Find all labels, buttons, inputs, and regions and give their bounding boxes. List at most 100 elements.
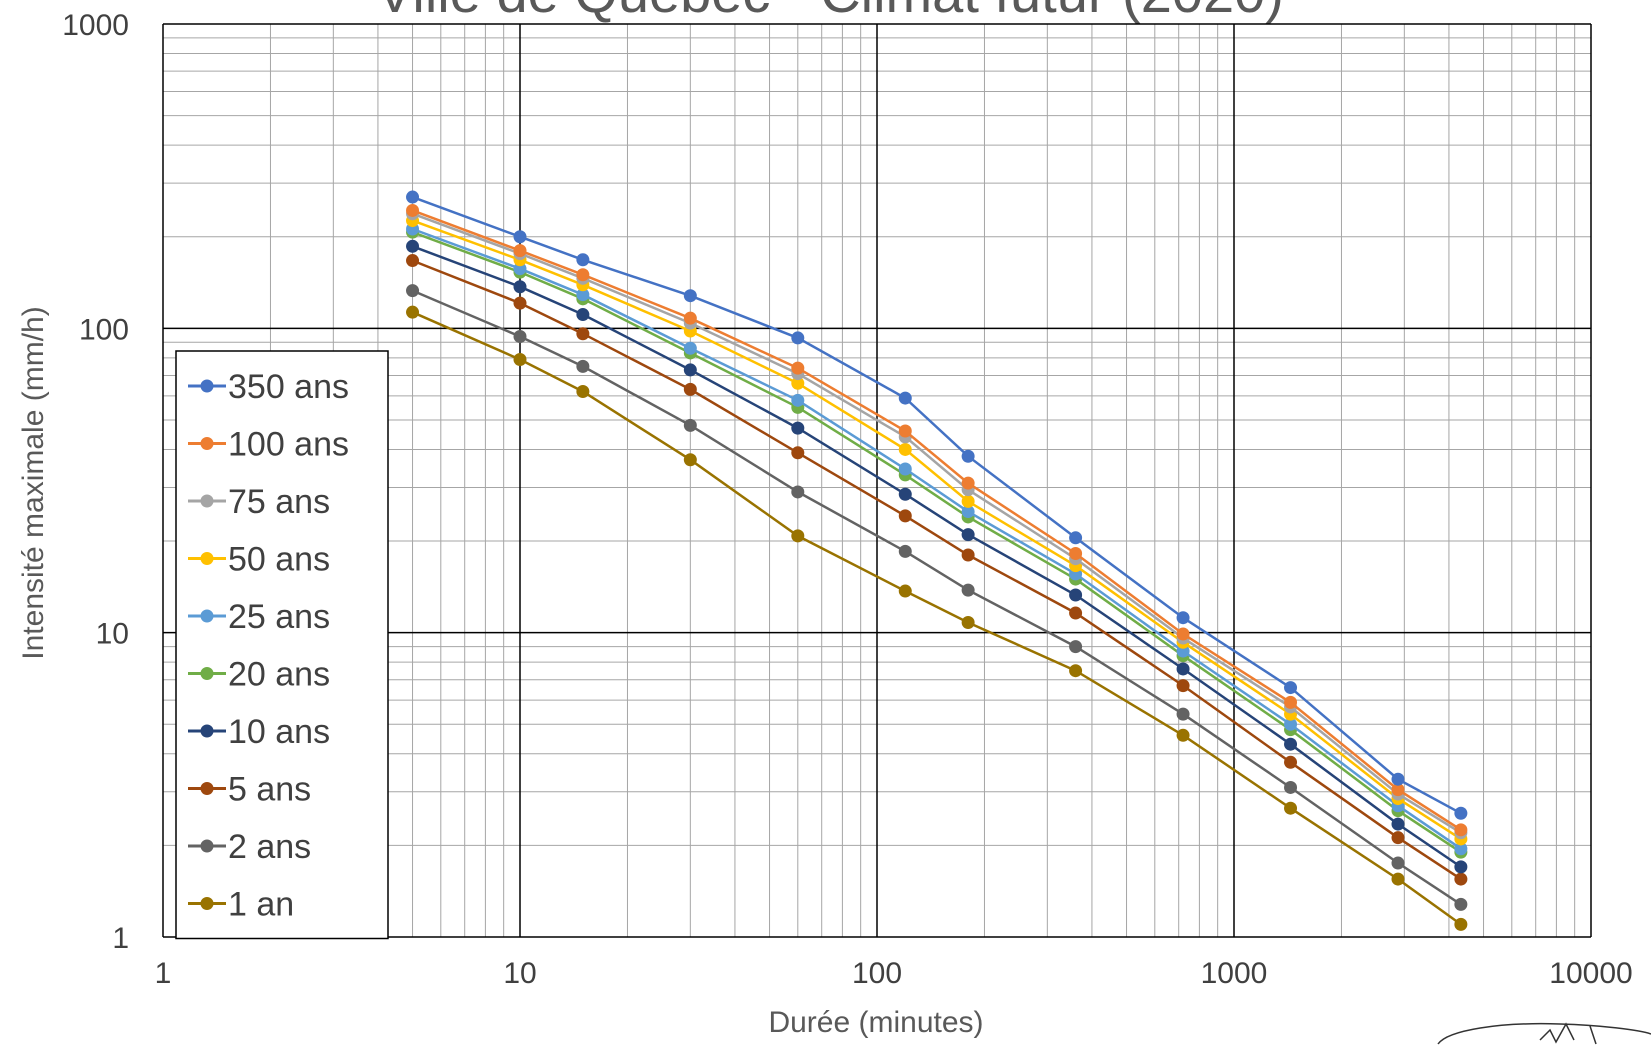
legend-swatch-marker — [200, 897, 214, 910]
legend-label: 20 ans — [228, 656, 330, 694]
data-point — [1391, 856, 1405, 870]
data-point — [513, 230, 527, 244]
chart-title: Ville de Québec - Climat futur (2020) — [376, 0, 1284, 24]
data-point — [791, 421, 805, 435]
data-point — [406, 203, 420, 217]
data-point — [898, 391, 912, 405]
legend-label: 75 ans — [228, 483, 330, 521]
series-25-ans — [406, 222, 1468, 856]
data-point — [406, 190, 420, 204]
data-point — [1176, 728, 1190, 742]
legend-item: 1 an — [188, 886, 294, 924]
series-line — [411, 311, 1462, 926]
legend-label: 100 ans — [228, 426, 349, 464]
legend-item: 20 ans — [188, 656, 330, 694]
data-point — [1391, 817, 1405, 831]
x-tick-labels: 1 10 100 1000 10000 — [155, 957, 1633, 990]
x-tick-label: 100 — [852, 957, 902, 990]
legend-swatch-marker — [200, 552, 214, 565]
data-point — [1454, 806, 1468, 820]
data-point — [1391, 772, 1405, 786]
data-point — [791, 529, 805, 543]
data-point — [961, 615, 975, 629]
data-point — [1069, 606, 1083, 620]
data-point — [1284, 780, 1298, 794]
series-line — [412, 259, 1462, 881]
y-tick-label: 1000 — [62, 9, 129, 42]
series-50-ans — [406, 214, 1468, 846]
legend-item: 50 ans — [188, 541, 330, 579]
legend-item: 10 ans — [188, 713, 330, 751]
data-point — [1391, 872, 1405, 886]
legend: 350 ans 100 ans 75 ans 50 ans 25 ans 20 ans 10… — [175, 350, 389, 940]
x-axis-title: Durée (minutes) — [768, 1006, 983, 1039]
data-point — [576, 327, 590, 341]
series-line — [412, 212, 1462, 834]
series-10-ans — [406, 239, 1468, 874]
legend-swatch-marker — [200, 782, 214, 795]
data-point — [791, 331, 805, 345]
data-point — [576, 253, 590, 267]
series-20-ans — [406, 225, 1468, 859]
data-point — [576, 288, 590, 302]
data-point — [683, 341, 697, 355]
y-tick-labels: 1 10 100 1000 — [62, 9, 129, 955]
legend-label: 350 ans — [228, 368, 349, 406]
data-point — [898, 462, 912, 476]
data-point — [513, 244, 527, 258]
data-point — [1284, 717, 1298, 731]
legend-label: 5 ans — [228, 771, 311, 809]
data-point — [1176, 707, 1190, 721]
legend-item: 350 ans — [188, 368, 349, 406]
data-point — [898, 487, 912, 501]
legend-swatch-marker — [200, 437, 214, 450]
legend-item: 2 ans — [188, 828, 311, 866]
data-point — [406, 239, 420, 253]
series-line — [412, 209, 1462, 831]
data-point — [1284, 681, 1298, 695]
data-point — [1454, 860, 1468, 874]
series-350-ans — [406, 190, 1468, 820]
legend-swatch-marker — [200, 724, 214, 738]
data-point — [1454, 917, 1468, 931]
data-point — [898, 509, 912, 523]
legend-swatch-marker — [200, 494, 214, 508]
data-point — [683, 418, 697, 432]
data-point — [683, 453, 697, 467]
data-point — [513, 262, 527, 276]
legend-box — [175, 350, 389, 940]
legend-swatch-marker — [200, 379, 214, 393]
data-point — [898, 442, 912, 456]
legend-item: 100 ans — [188, 426, 349, 464]
data-point — [576, 385, 590, 399]
data-point — [898, 544, 912, 558]
legend-swatch-marker — [200, 609, 214, 623]
data-point — [961, 449, 975, 463]
data-point — [1454, 842, 1468, 856]
data-point — [1069, 664, 1083, 678]
series-line — [412, 195, 1462, 815]
series-line — [412, 245, 1462, 868]
data-point — [1176, 662, 1190, 676]
data-point — [791, 361, 805, 375]
data-point — [683, 382, 697, 396]
data-point — [1284, 695, 1298, 709]
legend-swatch-marker — [200, 839, 214, 853]
data-point — [898, 424, 912, 438]
data-point — [1284, 737, 1298, 751]
series-line — [412, 219, 1462, 840]
data-point — [791, 485, 805, 499]
x-tick-label: 10000 — [1549, 957, 1632, 990]
data-point — [1454, 823, 1468, 837]
legend-item: 5 ans — [188, 771, 311, 809]
data-point — [961, 583, 975, 597]
series-layer — [406, 190, 1468, 931]
data-point — [513, 330, 527, 344]
signature-mark — [1437, 1022, 1651, 1045]
data-point — [1176, 679, 1190, 693]
legend-item: 25 ans — [188, 598, 330, 636]
y-tick-label: 100 — [79, 313, 129, 346]
data-point — [1391, 831, 1405, 845]
data-point — [898, 584, 912, 598]
data-point — [1069, 640, 1083, 654]
